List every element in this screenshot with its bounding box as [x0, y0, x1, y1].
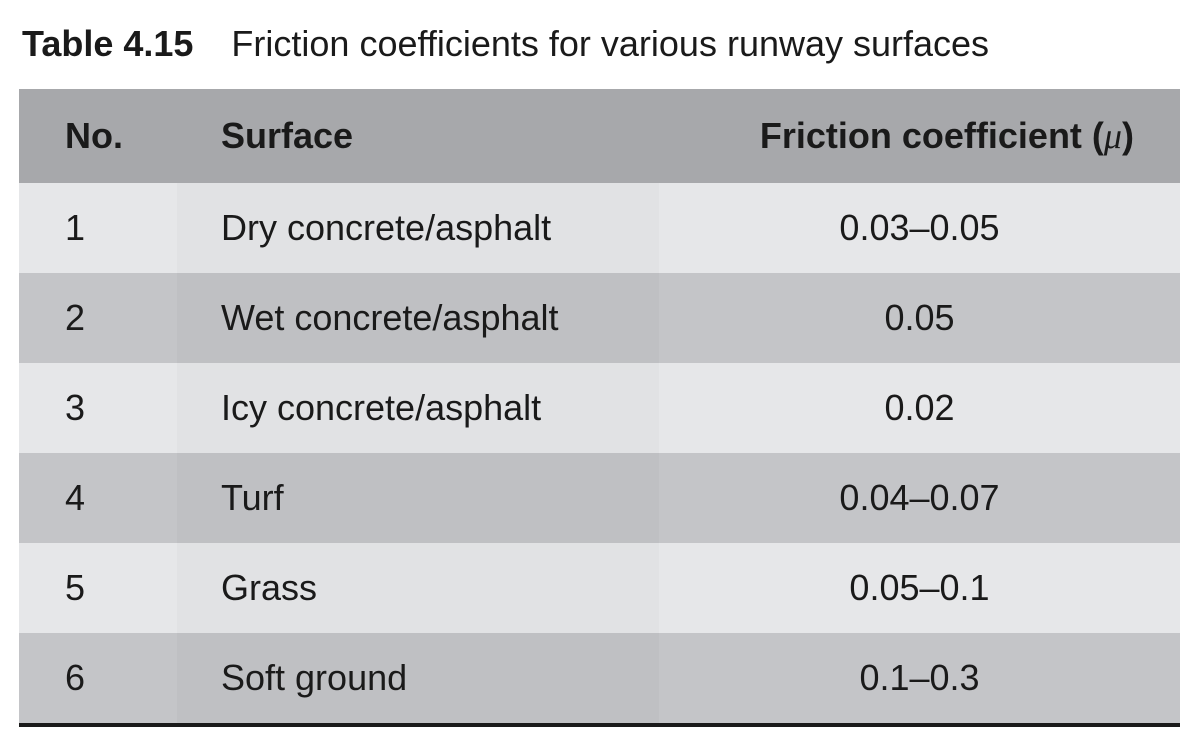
table-header-row: No. Surface Friction coefficient (μ) — [19, 89, 1180, 183]
cell-coefficient: 0.02 — [659, 363, 1180, 453]
cell-coefficient: 0.1–0.3 — [659, 633, 1180, 723]
cell-coefficient: 0.05–0.1 — [659, 543, 1180, 633]
cell-no: 1 — [19, 183, 177, 273]
cell-surface: Icy concrete/asphalt — [177, 363, 659, 453]
cell-no: 4 — [19, 453, 177, 543]
header-surface: Surface — [177, 89, 659, 183]
table-row: 4 Turf 0.04–0.07 — [19, 453, 1180, 543]
table-number: Table 4.15 — [22, 23, 194, 64]
header-friction-coefficient: Friction coefficient (μ) — [659, 89, 1180, 183]
table-row: 2 Wet concrete/asphalt 0.05 — [19, 273, 1180, 363]
cell-surface: Grass — [177, 543, 659, 633]
cell-surface: Soft ground — [177, 633, 659, 723]
cell-coefficient: 0.05 — [659, 273, 1180, 363]
table-row: 6 Soft ground 0.1–0.3 — [19, 633, 1180, 723]
header-no: No. — [19, 89, 177, 183]
table-title: Friction coefficients for various runway… — [231, 23, 990, 64]
header-coef-close: ) — [1122, 115, 1134, 156]
cell-coefficient: 0.04–0.07 — [659, 453, 1180, 543]
cell-no: 6 — [19, 633, 177, 723]
table-row: 1 Dry concrete/asphalt 0.03–0.05 — [19, 183, 1180, 273]
table-row: 5 Grass 0.05–0.1 — [19, 543, 1180, 633]
header-coef-text: Friction coefficient ( — [759, 115, 1104, 156]
cell-no: 3 — [19, 363, 177, 453]
table-caption: Table 4.15 Friction coefficients for vari… — [22, 16, 989, 72]
friction-table: No. Surface Friction coefficient (μ) 1 D… — [19, 89, 1180, 727]
cell-no: 5 — [19, 543, 177, 633]
cell-surface: Dry concrete/asphalt — [177, 183, 659, 273]
table-row: 3 Icy concrete/asphalt 0.02 — [19, 363, 1180, 453]
cell-no: 2 — [19, 273, 177, 363]
cell-coefficient: 0.03–0.05 — [659, 183, 1180, 273]
cell-surface: Wet concrete/asphalt — [177, 273, 659, 363]
cell-surface: Turf — [177, 453, 659, 543]
header-coef-symbol: μ — [1103, 116, 1122, 156]
